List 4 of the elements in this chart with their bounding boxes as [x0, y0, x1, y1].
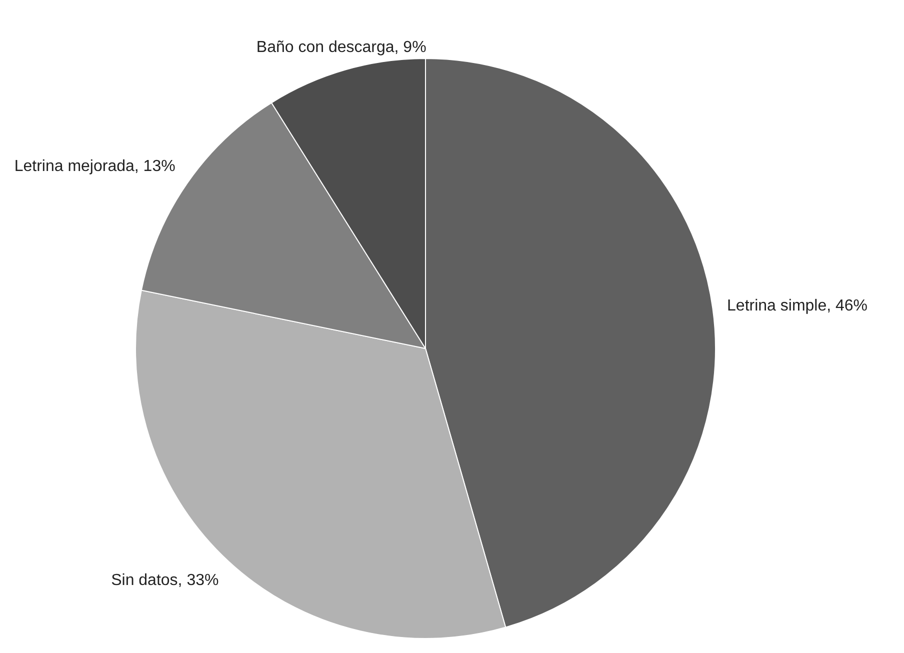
slice-label: Letrina simple, 46% [727, 298, 868, 315]
slice-label: Letrina mejorada, 13% [14, 158, 176, 175]
slice-label: Baño con descarga, 9% [256, 38, 426, 56]
slice-label: Sin datos, 33% [111, 572, 219, 590]
